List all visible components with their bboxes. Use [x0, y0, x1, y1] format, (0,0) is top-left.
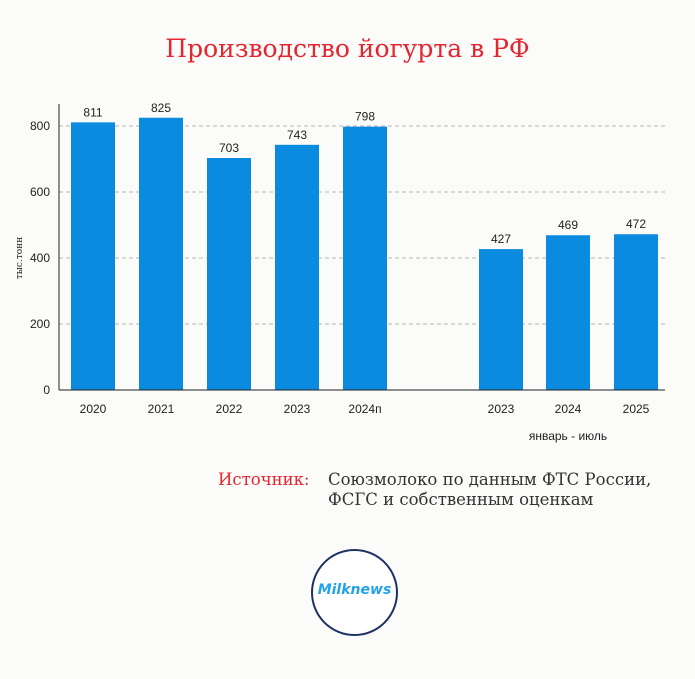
bar-annual-2024п — [343, 126, 387, 390]
y-tick-label: 200 — [30, 317, 50, 331]
bar-january-july-2023 — [479, 249, 523, 390]
y-tick-label: 0 — [43, 383, 50, 397]
y-axis: 0 200 400 600 800 — [30, 104, 60, 397]
value-label: 798 — [355, 110, 375, 124]
value-label: 427 — [491, 232, 511, 246]
x-tick-label: 2024 — [555, 402, 582, 416]
value-label: 743 — [287, 128, 307, 142]
bar-annual-2022 — [207, 158, 251, 390]
x-tick-label: 2024п — [348, 402, 381, 416]
milknews-logo: Milknews — [311, 549, 398, 636]
bar-chart: 0 200 400 600 800 811 825 703 743 798 427 469 472 2… — [15, 101, 665, 443]
y-tick-label: 800 — [30, 119, 50, 133]
source-text: Союзмолоко по данным ФТС России, ФСГС и … — [328, 470, 651, 510]
value-label: 811 — [83, 105, 102, 119]
value-labels: 811 825 703 743 798 427 469 472 — [83, 101, 646, 246]
bars — [71, 117, 658, 391]
x-tick-label: 2021 — [148, 402, 175, 416]
bar-january-july-2024 — [546, 235, 590, 390]
source-line-1: Союзмолоко по данным ФТС России, — [328, 470, 652, 489]
group-label-january-july: январь - июль — [529, 429, 607, 443]
x-tick-label: 2022 — [216, 402, 243, 416]
logo-text: Milknews — [317, 582, 392, 598]
x-tick-label: 2023 — [488, 402, 515, 416]
value-label: 703 — [219, 141, 239, 155]
value-label: 825 — [151, 101, 171, 115]
bar-annual-2020 — [71, 122, 115, 391]
bar-annual-2023 — [275, 144, 319, 390]
source-line-2: ФСГС и собственным оценкам — [328, 490, 594, 509]
x-tick-label: 2025 — [623, 402, 650, 416]
x-tick-label: 2020 — [80, 402, 107, 416]
source-label: Источник: — [218, 470, 310, 489]
value-label: 469 — [558, 218, 578, 232]
x-tick-label: 2023 — [284, 402, 311, 416]
y-tick-label: 600 — [30, 185, 50, 199]
y-tick-label: 400 — [30, 251, 50, 265]
chart-title: Производство йогурта в РФ — [165, 34, 530, 63]
bar-january-july-2025 — [614, 234, 658, 390]
bar-annual-2021 — [139, 117, 183, 390]
y-axis-label: тыс.тонн — [15, 237, 25, 279]
value-label: 472 — [626, 217, 646, 231]
x-axis: 2020 2021 2022 2023 2024п 2023 2024 2025 — [59, 389, 665, 416]
